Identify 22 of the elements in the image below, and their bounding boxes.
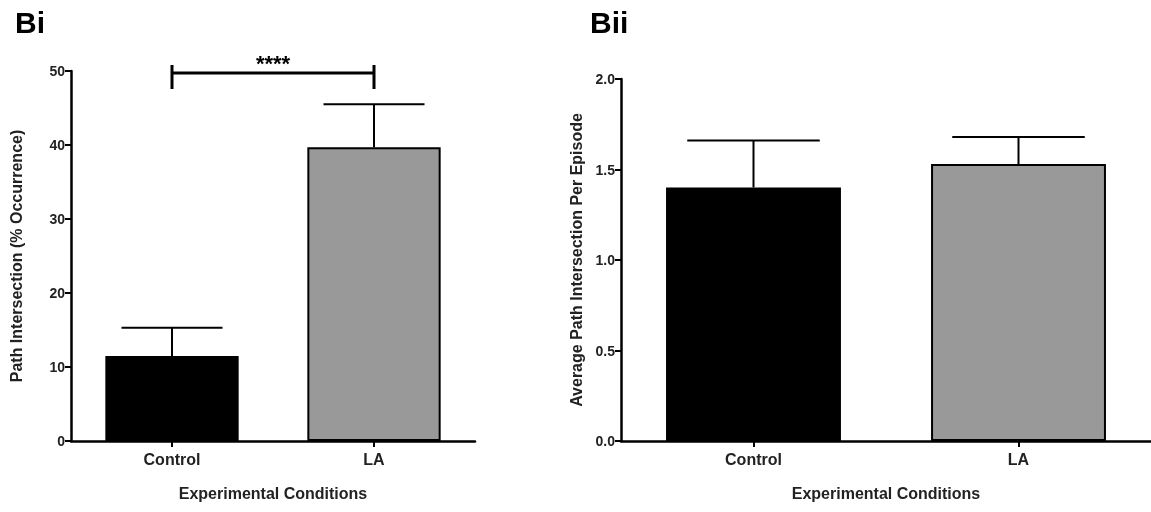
- y-tick-label: 10: [49, 359, 66, 375]
- x-axis-title: Experimental Conditions: [791, 484, 981, 502]
- y-tick-label: 1.5: [595, 161, 616, 178]
- y-tick-label: 30: [49, 211, 66, 227]
- y-tick-label: 50: [49, 63, 66, 79]
- y-tick-label: 40: [49, 137, 66, 153]
- x-axis-title: Experimental Conditions: [178, 484, 368, 502]
- annotation: ****: [255, 51, 291, 76]
- y-tick-label: 2.0: [595, 71, 616, 87]
- x-tick-label: LA: [1007, 450, 1030, 468]
- chart-title: Bi: [15, 5, 45, 39]
- y-axis-title: Average Path Intersection Per Episode: [567, 113, 585, 407]
- x-tick-label: LA: [363, 450, 386, 468]
- y-axis-title: Path Intersection (% Occurrence): [7, 129, 25, 383]
- chart-title: Bii: [590, 5, 629, 39]
- y-tick-label: 0: [57, 433, 66, 449]
- y-tick-label: 20: [49, 285, 66, 301]
- y-tick-label: 1.0: [595, 252, 616, 268]
- x-tick-label: Control: [143, 450, 201, 468]
- y-tick-label: 0.5: [595, 342, 616, 359]
- y-tick-label: 0.0: [595, 433, 616, 449]
- x-tick-label: Control: [725, 450, 782, 468]
